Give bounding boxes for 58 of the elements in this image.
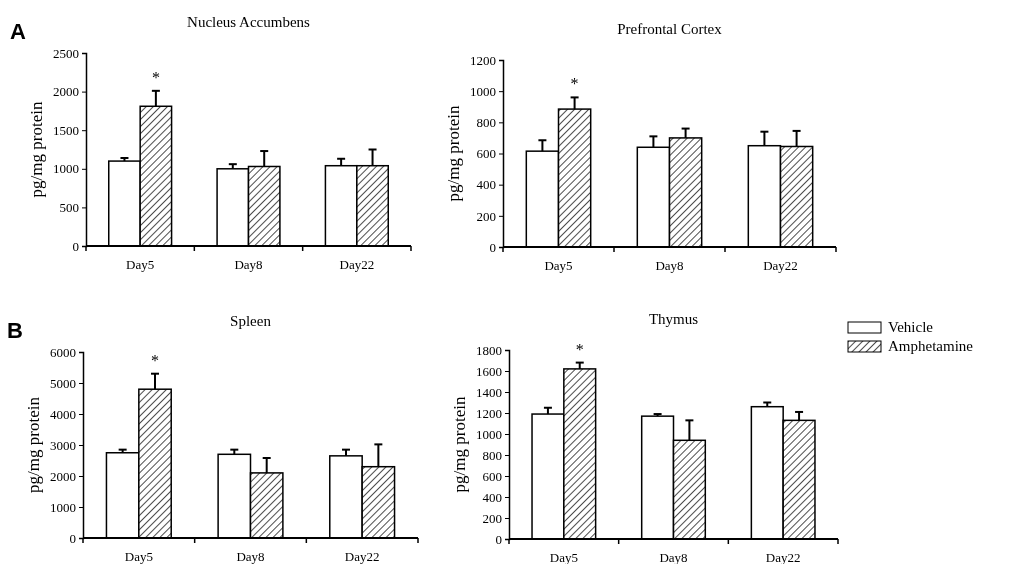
text: B bbox=[7, 318, 23, 343]
y-tick-label: 0 bbox=[72, 238, 79, 254]
chart-title: Spleen bbox=[230, 313, 272, 329]
y-axis-title: pg/mg protein bbox=[24, 396, 43, 493]
y-tick-label: 500 bbox=[59, 200, 79, 216]
annotation: * bbox=[151, 351, 160, 369]
y-tick-label: 0 bbox=[489, 239, 496, 255]
y-tick-label: 1200 bbox=[470, 52, 496, 68]
x-tick-label: Day8 bbox=[655, 258, 684, 274]
annotation: * bbox=[570, 75, 579, 93]
annotation: * bbox=[575, 340, 584, 358]
y-tick-label: 800 bbox=[476, 114, 496, 130]
y-tick-label: 1200 bbox=[476, 405, 502, 421]
x-tick-label: Day5 bbox=[549, 550, 578, 564]
annotation: * bbox=[151, 68, 160, 86]
x-tick-label: Day5 bbox=[124, 549, 153, 564]
x-tick-label: Day22 bbox=[339, 257, 375, 273]
y-tick-label: 1000 bbox=[53, 161, 79, 177]
y-tick-label: 1800 bbox=[476, 342, 502, 358]
y-tick-label: 200 bbox=[482, 510, 502, 526]
y-tick-label: 600 bbox=[476, 146, 496, 162]
x-tick-label: Day22 bbox=[765, 550, 801, 564]
legend-label: Vehicle bbox=[888, 319, 934, 335]
text: A bbox=[10, 19, 26, 44]
chart-title: Prefrontal Cortex bbox=[617, 21, 723, 37]
y-axis-title: pg/mg protein bbox=[450, 396, 469, 493]
legend-label: Amphetamine bbox=[888, 338, 974, 354]
y-axis-title: pg/mg protein bbox=[444, 105, 463, 202]
y-tick-label: 1000 bbox=[470, 83, 496, 99]
y-tick-label: 2000 bbox=[53, 84, 79, 100]
x-tick-label: Day8 bbox=[234, 257, 263, 273]
y-tick-label: 2000 bbox=[50, 468, 76, 484]
y-tick-label: 800 bbox=[482, 447, 502, 463]
y-axis-title: pg/mg protein bbox=[27, 101, 46, 198]
y-tick-label: 6000 bbox=[50, 344, 76, 360]
y-tick-label: 600 bbox=[482, 468, 502, 484]
x-tick-label: Day22 bbox=[344, 549, 380, 564]
x-tick-label: Day5 bbox=[544, 258, 573, 274]
y-tick-label: 0 bbox=[495, 531, 502, 547]
y-tick-label: 0 bbox=[69, 530, 76, 546]
x-tick-label: Day22 bbox=[763, 258, 798, 274]
y-tick-label: 2500 bbox=[53, 45, 79, 61]
y-tick-label: 4000 bbox=[50, 406, 76, 422]
y-tick-label: 1500 bbox=[53, 122, 79, 138]
x-tick-label: Day5 bbox=[126, 257, 155, 273]
y-tick-label: 1000 bbox=[50, 499, 76, 515]
y-tick-label: 5000 bbox=[50, 375, 76, 391]
y-tick-label: 400 bbox=[476, 177, 496, 193]
x-tick-label: Day8 bbox=[236, 549, 265, 564]
chart-title: Nucleus Accumbens bbox=[187, 14, 311, 30]
y-tick-label: 1600 bbox=[476, 363, 502, 379]
y-tick-label: 1000 bbox=[476, 426, 502, 442]
x-tick-label: Day8 bbox=[659, 550, 688, 564]
y-tick-label: 3000 bbox=[50, 437, 76, 453]
y-tick-label: 1400 bbox=[476, 384, 502, 400]
y-tick-label: 400 bbox=[482, 489, 502, 505]
y-tick-label: 200 bbox=[476, 208, 496, 224]
chart-title: Thymus bbox=[648, 311, 699, 327]
